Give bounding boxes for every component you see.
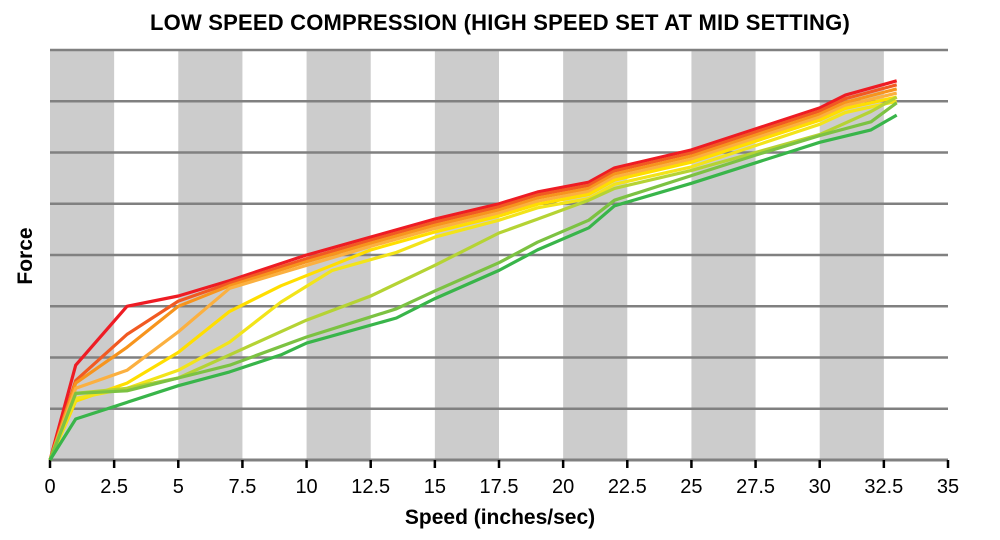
series-line-6 <box>48 99 898 461</box>
series-line-4 <box>48 91 898 461</box>
x-tick-label: 30 <box>809 476 831 498</box>
x-tick-label: 7.5 <box>229 476 257 498</box>
x-tick-label: 32.5 <box>864 476 903 498</box>
x-tick-label: 35 <box>937 476 959 498</box>
x-tick-label: 2.5 <box>100 476 128 498</box>
x-tick-label: 20 <box>552 476 574 498</box>
series-line-5 <box>48 95 898 461</box>
series-line-3 <box>48 87 898 461</box>
series-line-8 <box>48 101 898 461</box>
x-tick-label: 12.5 <box>351 476 390 498</box>
x-tick-label: 10 <box>295 476 317 498</box>
series-line-9 <box>48 113 898 461</box>
chart-title: LOW SPEED COMPRESSION (HIGH SPEED SET AT… <box>150 10 850 35</box>
series-line-1 <box>48 79 898 461</box>
x-tick-label: 5 <box>173 476 184 498</box>
x-tick-label: 15 <box>424 476 446 498</box>
series-line-2 <box>48 83 898 461</box>
x-tick-label: 0 <box>44 476 55 498</box>
x-tick-label: 22.5 <box>608 476 647 498</box>
x-tick-label: 17.5 <box>480 476 519 498</box>
x-axis-label: Speed (inches/sec) <box>404 506 596 529</box>
x-tick-label: 25 <box>680 476 702 498</box>
x-tick-label: 27.5 <box>736 476 775 498</box>
